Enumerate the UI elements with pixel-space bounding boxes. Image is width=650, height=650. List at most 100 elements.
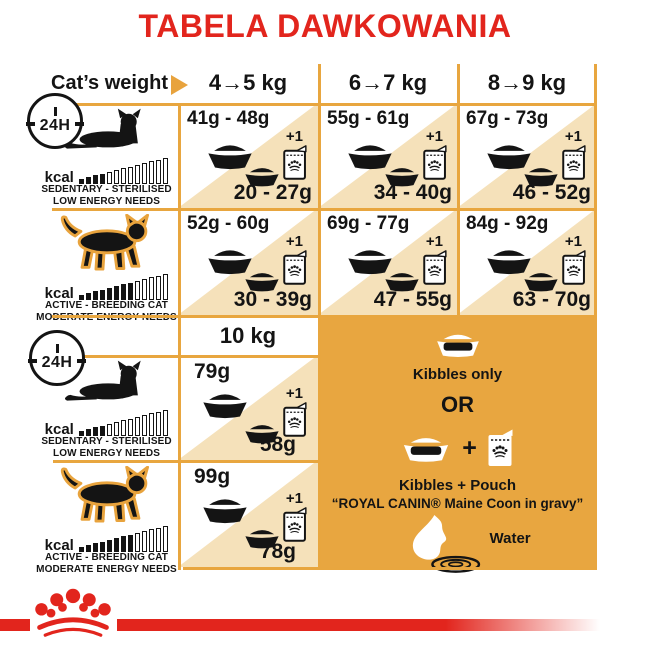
kcal-scale: kcal <box>35 158 178 186</box>
clock-dash <box>75 122 84 126</box>
label-sedentary-1: kcal SEDENTARY - STERILISED LOW ENERGY N… <box>35 108 178 208</box>
plus-one-label: +1 <box>285 128 303 145</box>
need-line1: SEDENTARY - STERILISED <box>41 436 172 447</box>
plus-one-label: +1 <box>285 385 303 402</box>
clock-24h-badge: 24H <box>28 330 86 386</box>
grid-line <box>318 103 321 570</box>
grid-line <box>457 64 460 103</box>
bowl-white-icon <box>436 334 479 358</box>
kibbles-plus-pouch-icons: + <box>399 428 516 468</box>
plus-one-label: +1 <box>285 490 303 507</box>
bowl-icon <box>203 499 247 524</box>
need-line1: SEDENTARY - STERILISED <box>41 184 172 195</box>
cell-sedentary-8-9: 67g - 73g +1 46 - 52g <box>457 103 597 208</box>
kcal-scale: kcal <box>35 410 178 438</box>
need-line1: ACTIVE - BREEDING CAT <box>44 300 169 311</box>
pouch-icon <box>283 144 307 180</box>
kibbles-pouch-label: Kibbles + Pouch <box>398 477 517 495</box>
pouch-icon <box>562 144 586 180</box>
kcal-scale: kcal <box>35 526 178 554</box>
label-active-2: kcal ACTIVE - BREEDING CAT MODERATE ENER… <box>35 466 178 576</box>
need-line2: LOW ENERGY NEEDS <box>53 448 160 459</box>
grid-line <box>178 103 181 570</box>
need-line1: ACTIVE - BREEDING CAT <box>44 552 169 563</box>
cell-sedentary-6-7: 55g - 61g +1 34 - 40g <box>318 103 458 208</box>
weight-col-8-9: 8→9 kg <box>487 70 567 95</box>
cell-active-10: 99g +1 78g <box>178 460 318 567</box>
pouch-icon <box>283 401 307 437</box>
crown-logo <box>35 588 111 637</box>
kcal-scale: kcal <box>35 274 178 302</box>
grid-line <box>75 355 318 358</box>
cell-active-6-7: 69g - 77g +1 47 - 55g <box>318 208 458 315</box>
cell-active-8-9: 84g - 92g +1 63 - 70g <box>457 208 597 315</box>
label-active-1: kcal ACTIVE - BREEDING CAT MODERATE ENER… <box>35 214 178 324</box>
or-label: OR <box>441 392 474 418</box>
cat-lying-icon <box>64 360 141 401</box>
grid-line <box>53 460 318 463</box>
weight-col-6-7: 6→7 kg <box>348 70 428 95</box>
kcal-bars <box>78 526 169 552</box>
dry-amount: 79g <box>194 360 231 383</box>
cell-active-4-5: 52g - 60g +1 30 - 39g <box>178 208 318 315</box>
grid-line <box>52 315 597 318</box>
product-name-label: “ROYAL CANIN® Maine Coon in gravy” <box>331 496 584 512</box>
cat-walking-icon <box>60 214 149 271</box>
clock-24h-label: 24H <box>39 117 71 134</box>
plus-one-label: +1 <box>564 128 582 145</box>
plus-sign: + <box>462 433 477 462</box>
clock-tick <box>55 344 59 353</box>
footer-rule-left <box>0 619 30 631</box>
clock-dash <box>28 359 37 363</box>
cat-lying-icon <box>64 108 141 149</box>
mix-amount: 46 - 52g <box>512 181 591 204</box>
need-line2: LOW ENERGY NEEDS <box>53 196 160 207</box>
kcal-label: kcal <box>44 285 74 302</box>
cats-weight-label: Cat’s weight <box>51 72 169 94</box>
weight-col-4-5: 4→5 kg <box>208 70 288 95</box>
bowl-white-icon <box>404 438 449 462</box>
dry-amount: 99g <box>194 465 231 488</box>
bowl-icon <box>203 394 247 419</box>
mix-amount: 58g <box>259 433 296 456</box>
need-line2: MODERATE ENERGY NEEDS <box>36 564 177 575</box>
pouch-icon <box>283 249 307 285</box>
plus-one-label: +1 <box>425 233 443 250</box>
clock-dash <box>77 359 86 363</box>
footer-rule-right <box>117 619 600 631</box>
weight-arrow-icon <box>171 75 188 95</box>
dosing-table: Cat’s weight 4→5 kg 6→7 kg 8→9 kg 41g - … <box>26 62 597 575</box>
water-label: Water <box>489 530 531 548</box>
cell-sedentary-10: 79g +1 58g <box>178 355 318 460</box>
pouch-white-icon <box>488 429 513 467</box>
pouch-icon <box>562 249 586 285</box>
dry-amount: 55g - 61g <box>327 108 410 129</box>
water-icon <box>412 515 480 574</box>
kibbles-only-label: Kibbles only <box>412 366 503 384</box>
pouch-icon <box>423 249 447 285</box>
weight-col-10: 10 kg <box>178 315 318 355</box>
kcal-label: kcal <box>44 537 74 554</box>
plus-one-label: +1 <box>285 233 303 250</box>
mix-amount: 20 - 27g <box>233 181 312 204</box>
dry-amount: 67g - 73g <box>466 108 549 129</box>
label-sedentary-2: kcal SEDENTARY - STERILISED LOW ENERGY N… <box>35 360 178 460</box>
mix-amount: 34 - 40g <box>373 181 452 204</box>
grid-line <box>52 103 597 106</box>
cell-sedentary-4-5: 41g - 48g +1 20 - 27g <box>178 103 318 208</box>
dry-amount: 41g - 48g <box>187 108 270 129</box>
pouch-icon <box>283 506 307 542</box>
page-title: TABELA DAWKOWANIA <box>138 8 512 44</box>
clock-24h-badge: 24H <box>26 93 84 149</box>
grid-line <box>318 64 321 103</box>
grid-line <box>457 103 460 315</box>
mix-amount: 47 - 55g <box>373 288 452 311</box>
clock-dash <box>26 122 35 126</box>
dry-amount: 84g - 92g <box>466 213 549 234</box>
grid-line <box>183 567 597 570</box>
grid-line <box>52 208 597 211</box>
dry-amount: 69g - 77g <box>327 213 410 234</box>
kcal-bars <box>78 410 169 436</box>
kcal-label: kcal <box>44 169 74 186</box>
